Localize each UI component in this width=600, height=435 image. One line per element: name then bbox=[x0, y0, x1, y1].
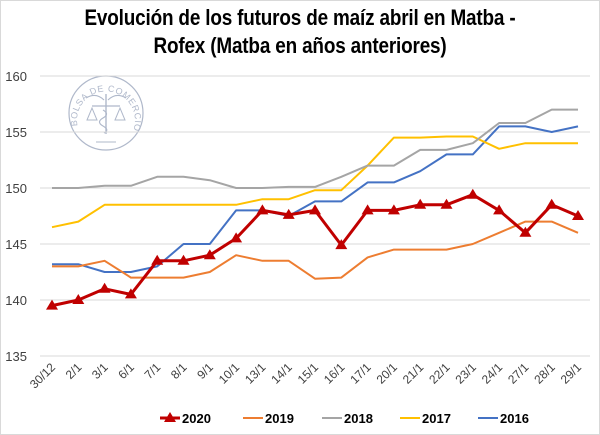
chart-title-line1: Evolución de los futuros de maíz abril e… bbox=[84, 5, 516, 30]
y-tick-label: 155 bbox=[5, 125, 27, 140]
x-tick-label: 8/1 bbox=[168, 360, 190, 382]
x-axis-ticks: 30/12 2/1 3/1 6/1 7/1 8/1 9/1 10/1 13/1 14/1 15/1 1… bbox=[27, 360, 584, 391]
data-point-2020 bbox=[493, 204, 506, 215]
x-tick-label: 29/1 bbox=[558, 360, 585, 387]
data-point-2020 bbox=[572, 210, 584, 220]
data-point-2020 bbox=[282, 208, 295, 219]
x-tick-label: 2/1 bbox=[63, 360, 85, 382]
legend: 2020 2019 2018 2017 2016 bbox=[160, 411, 529, 426]
legend-label: 2020 bbox=[182, 411, 211, 426]
x-tick-label: 6/1 bbox=[115, 360, 137, 382]
data-point-2020 bbox=[414, 198, 427, 209]
legend-item-2020: 2020 bbox=[160, 411, 211, 426]
data-point-2020 bbox=[361, 204, 374, 215]
x-tick-label: 23/1 bbox=[453, 360, 480, 387]
data-point-2020 bbox=[519, 226, 532, 237]
y-axis-ticks: 135 140 145 150 155 160 bbox=[5, 69, 27, 364]
data-point-2020 bbox=[72, 294, 85, 304]
data-point-2020 bbox=[177, 254, 190, 265]
x-tick-label: 20/1 bbox=[374, 360, 401, 387]
y-tick-label: 135 bbox=[5, 349, 27, 364]
series-line-2017 bbox=[51, 135, 578, 229]
data-point-2020 bbox=[309, 204, 321, 215]
legend-item-2017: 2017 bbox=[400, 411, 451, 426]
series-2020 bbox=[46, 188, 584, 310]
data-point-2020 bbox=[230, 232, 243, 243]
legend-marker-triangle-icon bbox=[164, 412, 176, 422]
x-tick-label: 9/1 bbox=[194, 360, 216, 382]
legend-label: 2019 bbox=[265, 411, 294, 426]
gridlines bbox=[40, 75, 590, 357]
x-tick-label: 13/1 bbox=[242, 360, 269, 387]
chart-title-line2: Rofex (Matba en años anteriores) bbox=[153, 33, 447, 58]
x-tick-label: 15/1 bbox=[295, 360, 322, 387]
series-2016 bbox=[52, 125, 579, 273]
legend-item-2019: 2019 bbox=[243, 411, 294, 426]
series-lines bbox=[46, 108, 584, 310]
y-tick-label: 140 bbox=[5, 293, 27, 308]
data-point-2020 bbox=[440, 198, 453, 209]
series-2018 bbox=[52, 108, 578, 189]
x-tick-label: 16/1 bbox=[321, 360, 348, 387]
data-point-2020 bbox=[151, 254, 164, 265]
series-line-2016 bbox=[52, 125, 579, 273]
data-point-2020 bbox=[387, 204, 400, 215]
y-tick-label: 160 bbox=[5, 69, 27, 84]
x-tick-label: 3/1 bbox=[89, 360, 111, 382]
series-line-2019 bbox=[52, 220, 579, 280]
x-tick-label: 27/1 bbox=[505, 360, 532, 387]
x-tick-label: 22/1 bbox=[426, 360, 453, 387]
data-point-2020 bbox=[335, 239, 348, 250]
legend-label: 2017 bbox=[422, 411, 451, 426]
x-tick-label: 17/1 bbox=[347, 360, 374, 387]
x-tick-label: 10/1 bbox=[216, 360, 243, 387]
data-point-2020 bbox=[46, 299, 58, 310]
data-point-2020 bbox=[256, 204, 269, 215]
x-tick-label: 24/1 bbox=[479, 360, 506, 387]
x-tick-label: 14/1 bbox=[268, 360, 295, 387]
x-tick-label: 28/1 bbox=[531, 360, 558, 387]
y-tick-label: 150 bbox=[5, 181, 27, 196]
data-point-2020 bbox=[466, 188, 479, 199]
y-tick-label: 145 bbox=[5, 237, 27, 252]
x-tick-label: 7/1 bbox=[142, 360, 164, 382]
data-point-2020 bbox=[203, 249, 216, 260]
legend-item-2018: 2018 bbox=[322, 411, 373, 426]
chart-title: Evolución de los futuros de maíz abril e… bbox=[42, 4, 558, 60]
series-2017 bbox=[51, 135, 578, 229]
legend-item-2016: 2016 bbox=[478, 411, 529, 426]
series-2019 bbox=[52, 220, 579, 280]
x-tick-label: 21/1 bbox=[400, 360, 427, 387]
data-point-2020 bbox=[124, 288, 137, 299]
legend-label: 2018 bbox=[344, 411, 373, 426]
data-point-2020 bbox=[98, 282, 111, 293]
series-line-2018 bbox=[52, 108, 578, 189]
data-point-2020 bbox=[545, 198, 558, 209]
x-tick-label: 30/12 bbox=[27, 360, 58, 391]
legend-label: 2016 bbox=[500, 411, 529, 426]
